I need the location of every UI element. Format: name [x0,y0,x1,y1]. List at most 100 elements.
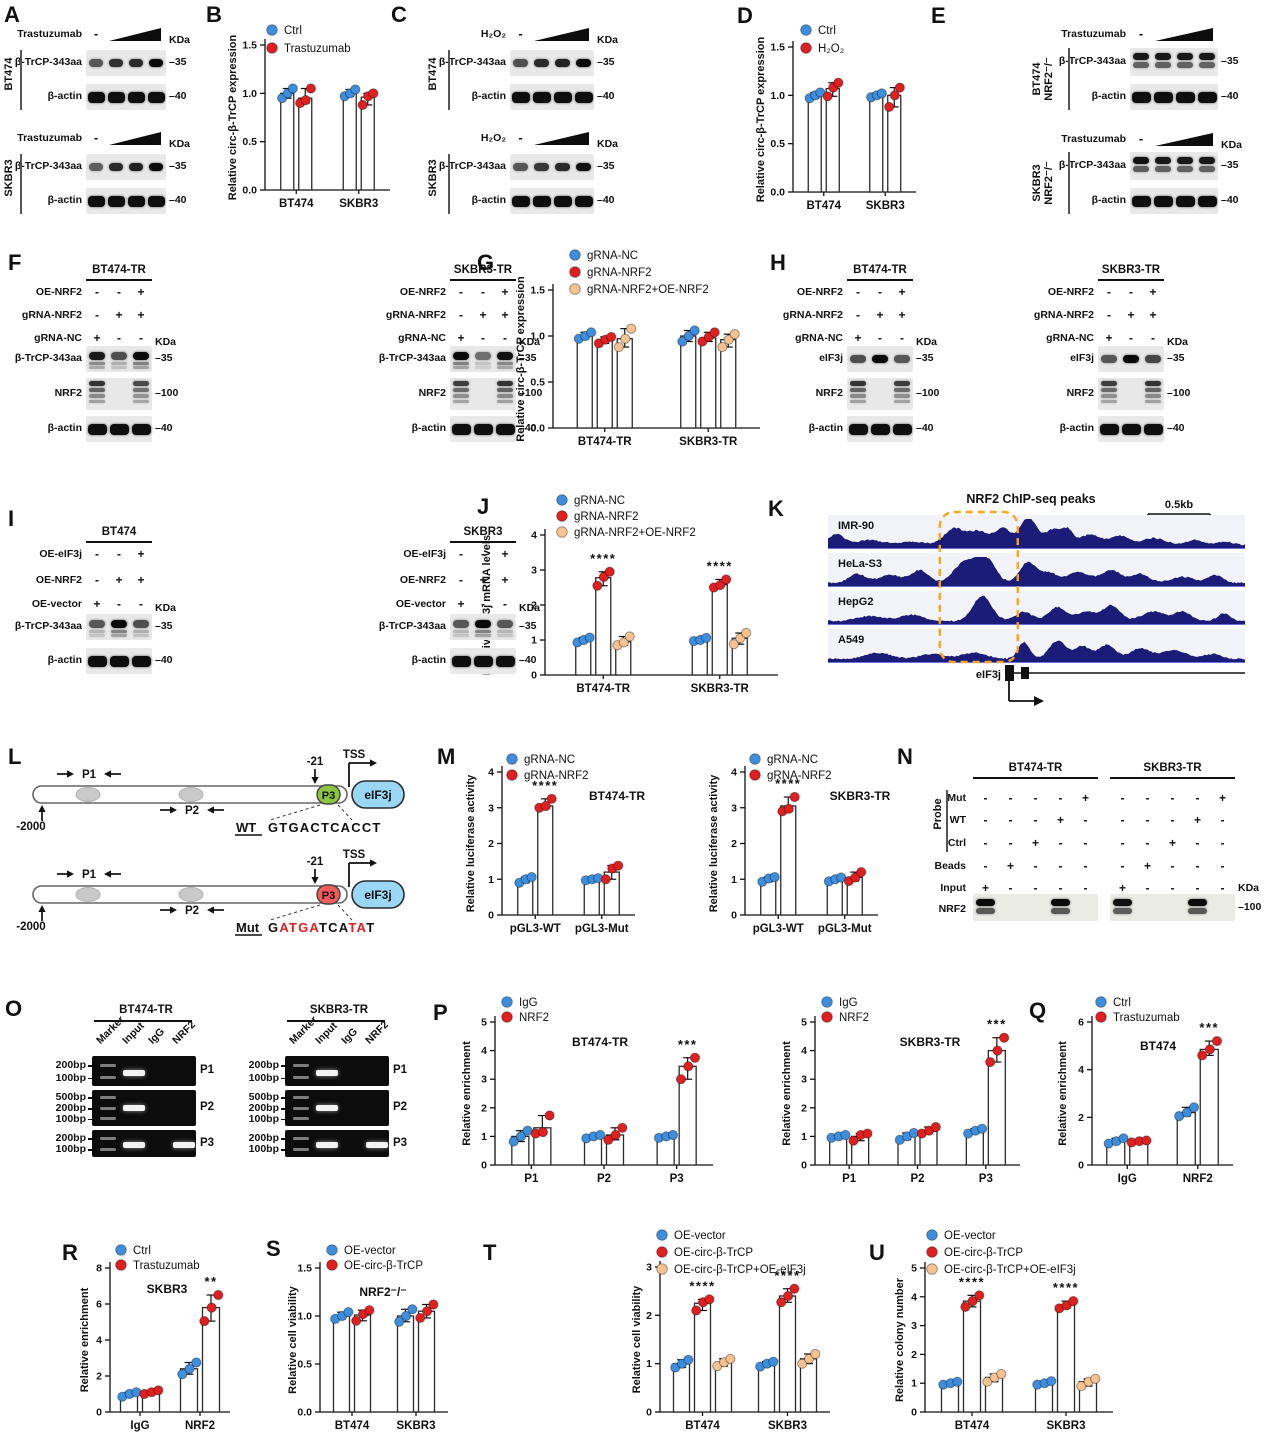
gel-name: P1 [393,1064,408,1076]
wb-marker-group: –40 [155,654,173,666]
marker-tick: – [519,620,525,632]
wb-marker-group: –40 [519,422,537,434]
blot-row-label: β-actin [1091,90,1126,102]
ladder-label: 200bp [55,1132,86,1145]
probe-label: Probe [932,798,944,830]
y-tick-label: 0 [96,1407,102,1419]
legend-dot [926,1229,938,1241]
y-tick-label: 0 [481,1160,487,1172]
gel-band [123,1141,145,1148]
bar [1199,1048,1219,1166]
panel-letter-B: B [206,2,222,27]
legend-dot [556,526,568,538]
p1-fwd-primer-head [67,770,74,778]
data-point [721,574,732,585]
legend-label: Trastuzumab [284,43,351,55]
condition-value: + [501,285,509,299]
condition-label: OE-NRF2 [35,574,82,586]
wb-band [453,362,469,365]
condition-value: - [1083,836,1088,850]
condition-value: - [95,308,99,322]
site-oval-p1 [75,887,101,902]
wb-band [451,655,471,667]
wb-marker-group: –40 [597,90,615,102]
condition-label: OE-eIF3j [403,548,446,560]
y-tick-label: 4 [1078,1064,1084,1076]
blot-image [1130,48,1218,76]
treatment-minus: - [1138,26,1144,41]
blot-image [1098,346,1164,372]
wb-set-title: BT474-TR [92,264,146,276]
wb-band [89,630,105,633]
bar [1056,1304,1076,1413]
condition-value: + [137,547,145,561]
condition-label: Ctrl [947,837,966,849]
p3-site [316,884,341,905]
wb-band [1197,91,1217,103]
p2-rev-primer-head [207,806,214,814]
cellline-line: BT474 [3,57,15,91]
wb-band [133,362,149,365]
gel-marker-band [293,1136,309,1140]
wb-band [453,394,469,398]
blot-image [510,188,594,214]
wb-band [534,59,549,67]
cellline-line: SKBR3 [427,159,439,197]
chart-inner-label: BT474-TR [572,1035,628,1049]
gel-marker-band [293,1147,309,1151]
gel-image [92,1130,196,1157]
wb-band [850,388,866,392]
condition-value: + [137,308,145,322]
y-tick-label: 3 [488,802,494,814]
treatment-minus: - [93,26,99,41]
wb-band [1133,53,1149,60]
data-point [1181,1107,1192,1118]
x-category-label: P3 [979,1173,993,1185]
marker-value: 40 [921,422,934,434]
condition-value: + [115,308,123,322]
chip-track-label: A549 [838,634,864,646]
bar [576,335,593,429]
bar [353,1314,372,1413]
gel-name: P1 [200,1064,215,1076]
x-category-label: pGL3-WT [753,923,804,935]
wb-set-title: SKBR3 [463,526,503,538]
condition-label: OE-NRF2 [399,574,446,586]
marker-value: 40 [524,654,537,666]
cellline-label: SKBR3 [3,143,15,213]
condition-value: + [1006,859,1014,873]
wb-marker-group: –40 [1221,90,1239,102]
wb-band [495,655,515,667]
data-point [782,1290,794,1302]
gel-image [285,1090,389,1126]
legend-dot [506,753,518,765]
blot-image [1130,84,1218,110]
sequence-segment: TA [348,920,366,935]
panel-letter-L: L [8,744,22,769]
bar [869,94,884,193]
wb-band [1177,53,1193,60]
gel-marker-band [100,1095,116,1099]
significance-stars: ** [204,1274,217,1289]
wb-band [1177,157,1193,164]
kda-label: KDa [155,336,177,348]
blot-image [450,416,516,442]
significance-stars: **** [689,1278,715,1293]
marker-value: 35 [524,352,537,364]
y-tick-label: 4 [481,1045,487,1057]
p1-label: P1 [82,769,97,781]
legend-dot [556,494,568,506]
wb-band [149,59,163,67]
wb-band [497,620,513,628]
panel-letter-C: C [391,2,407,27]
legend-dot [501,996,513,1008]
marker-tick: – [155,387,161,399]
condition-value: - [856,308,860,322]
wb-band [894,400,910,403]
bar [280,92,295,191]
wb-band [89,362,105,365]
condition-value: - [1170,791,1175,805]
gel-name: P2 [393,1101,408,1113]
wb-band [1123,355,1139,363]
blot-row-label: β-actin [47,654,82,666]
